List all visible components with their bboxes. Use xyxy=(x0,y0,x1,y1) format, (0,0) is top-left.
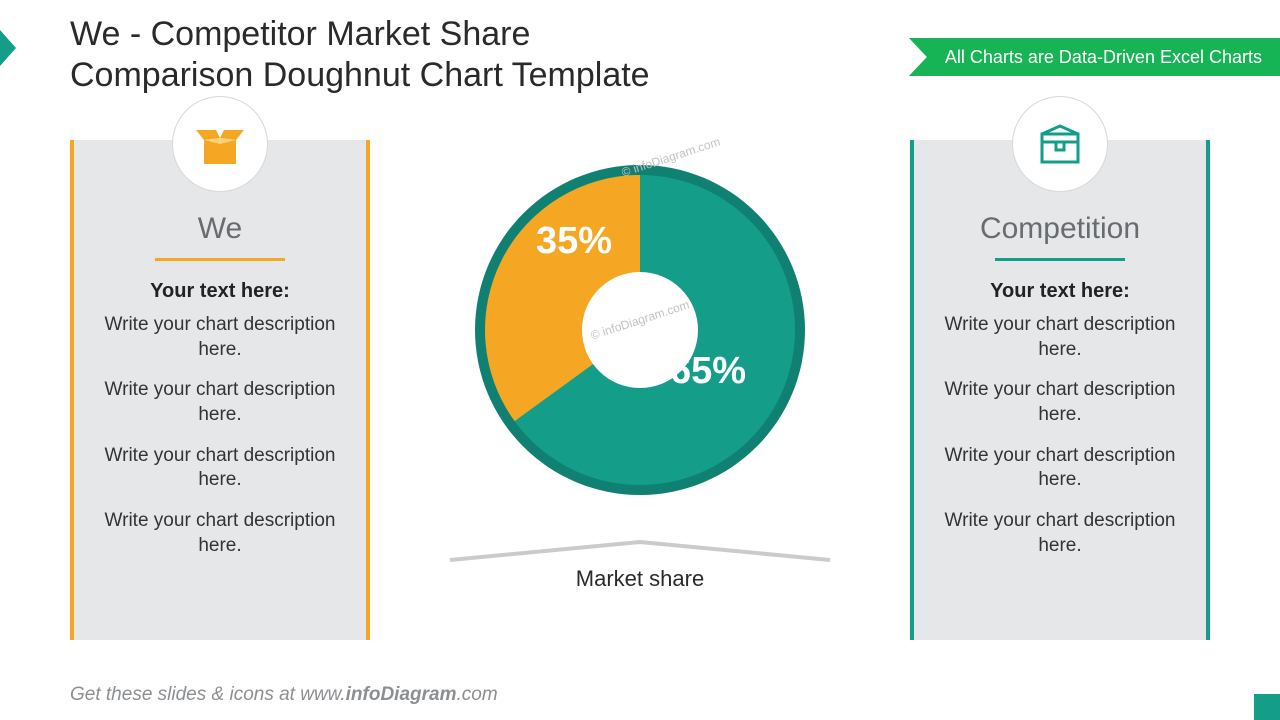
competition-line-0: Write your chart description here. xyxy=(942,313,1178,362)
ribbon-banner: All Charts are Data-Driven Excel Charts xyxy=(909,38,1280,76)
closed-box-icon xyxy=(1032,116,1088,172)
edge-accent xyxy=(0,30,16,66)
open-box-icon xyxy=(192,116,248,172)
competition-panel: Competition Your text here: Write your c… xyxy=(910,140,1210,640)
we-rule xyxy=(155,258,285,261)
caption-chevron-icon xyxy=(450,540,830,562)
competition-line-3: Write your chart description here. xyxy=(942,509,1178,558)
we-line-0: Write your chart description here. xyxy=(102,313,338,362)
we-panel: We Your text here: Write your chart desc… xyxy=(70,140,370,640)
we-lead: Your text here: xyxy=(102,280,338,303)
footer-text: Get these slides & icons at www.infoDiag… xyxy=(70,684,498,706)
we-icon-circle xyxy=(172,96,268,192)
footer-bold: infoDiagram xyxy=(346,684,457,705)
competition-rule xyxy=(995,258,1125,261)
slice-label-35: 35% xyxy=(536,220,612,263)
we-body: Your text here: Write your chart descrip… xyxy=(102,280,338,575)
corner-accent xyxy=(1254,694,1280,720)
we-line-3: Write your chart description here. xyxy=(102,509,338,558)
we-line-2: Write your chart description here. xyxy=(102,444,338,493)
slice-label-65: 65% xyxy=(670,350,746,393)
we-heading: We xyxy=(74,212,366,246)
ribbon-text: All Charts are Data-Driven Excel Charts xyxy=(945,47,1262,68)
footer-suffix: .com xyxy=(456,684,497,705)
page-title: We - Competitor Market Share Comparison … xyxy=(70,14,670,96)
footer-prefix: Get these slides & icons at www. xyxy=(70,684,346,705)
competition-body: Your text here: Write your chart descrip… xyxy=(942,280,1178,575)
we-line-1: Write your chart description here. xyxy=(102,378,338,427)
competition-heading: Competition xyxy=(914,212,1206,246)
competition-line-1: Write your chart description here. xyxy=(942,378,1178,427)
doughnut-svg xyxy=(470,160,810,500)
competition-line-2: Write your chart description here. xyxy=(942,444,1178,493)
doughnut-chart: 35% 65% xyxy=(470,160,810,500)
chart-caption: Market share xyxy=(450,566,830,592)
competition-lead: Your text here: xyxy=(942,280,1178,303)
competition-icon-circle xyxy=(1012,96,1108,192)
title-block: We - Competitor Market Share Comparison … xyxy=(70,14,670,96)
chart-caption-wrap: Market share xyxy=(450,540,830,592)
